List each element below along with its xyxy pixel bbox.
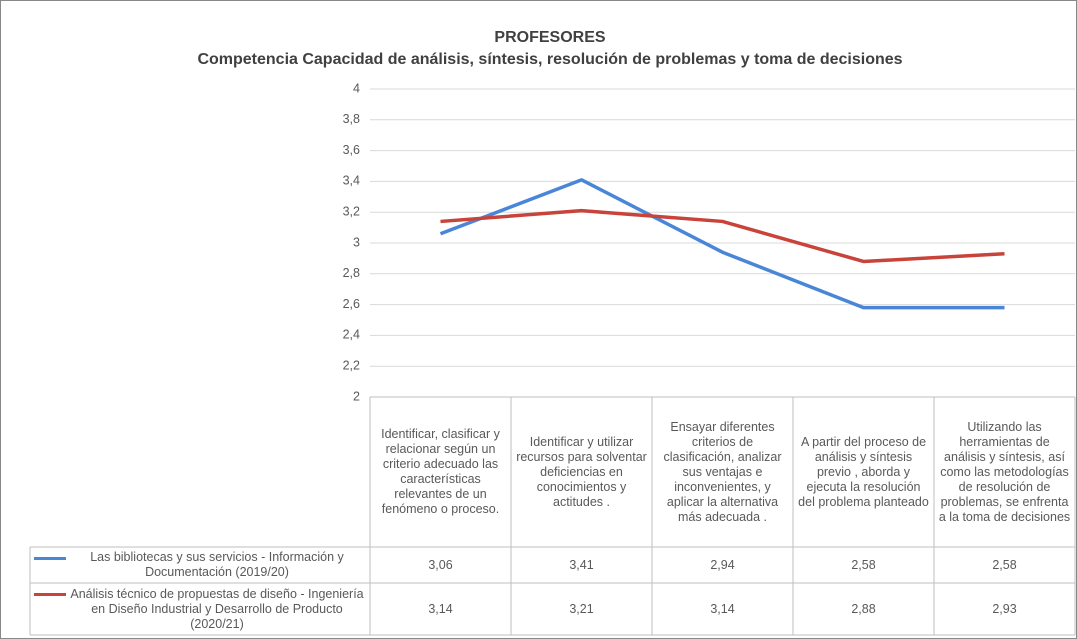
data-label-text: 2,58 [992,557,1017,572]
data-label-text: 3,14 [710,601,735,616]
data-label-text: 2,88 [851,601,876,616]
data-label: 3,14 [652,583,793,635]
series-line [440,208,1005,264]
category-label-text: Ensayar diferentes criterios de clasific… [663,419,782,524]
y-tick-label: 2 [353,389,360,403]
chart-subtitle: Competencia Capacidad de análisis, sínte… [197,51,902,68]
data-label-text: 3,21 [569,601,594,616]
legend-key [34,557,66,560]
y-tick-label: 2,4 [343,328,360,342]
category-label: Ensayar diferentes criterios de clasific… [652,397,793,547]
y-tick-label: 3,6 [343,143,360,157]
data-label-text: 3,41 [569,557,594,572]
legend-entry-text: Las bibliotecas y sus servicios - Inform… [90,550,344,579]
data-label-text: 3,14 [428,601,453,616]
category-label: Identificar y utilizar recursos para sol… [511,397,652,547]
y-tick-label: 3,8 [343,112,360,126]
data-label-text: 2,94 [710,557,735,572]
data-label: 3,41 [511,547,652,583]
data-label: 2,88 [793,583,934,635]
category-label: Utilizando las herramientas de análisis … [934,397,1075,547]
legend-entry: Las bibliotecas y sus servicios - Inform… [30,547,370,583]
data-label: 3,06 [370,547,511,583]
data-label-text: 2,58 [851,557,876,572]
legend-key [34,593,66,596]
category-label-text: A partir del proceso de análisis y sínte… [798,434,929,509]
data-label: 2,94 [652,547,793,583]
data-label: 2,58 [793,547,934,583]
legend-entry-text: Análisis técnico de propuestas de diseño… [70,586,364,631]
legend-entry: Análisis técnico de propuestas de diseño… [30,583,370,635]
series-line [439,178,1005,310]
data-label: 3,21 [511,583,652,635]
data-label: 3,14 [370,583,511,635]
chart-title: PROFESORES [494,29,605,46]
data-label-text: 2,93 [992,601,1017,616]
data-label-text: 3,06 [428,557,453,572]
y-tick-label: 3,4 [343,174,360,188]
y-tick-label: 2,2 [343,358,360,372]
y-tick-label: 3 [353,235,360,249]
y-tick-label: 2,6 [343,297,360,311]
y-tick-label: 4 [353,81,360,95]
category-label: Identificar, clasificar y relacionar seg… [370,397,511,547]
category-label: A partir del proceso de análisis y sínte… [793,397,934,547]
y-tick-label: 3,2 [343,204,360,218]
y-tick-label: 2,8 [343,266,360,280]
data-label: 2,58 [934,547,1075,583]
category-label-text: Identificar y utilizar recursos para sol… [516,434,647,509]
data-label: 2,93 [934,583,1075,635]
category-label-text: Identificar, clasificar y relacionar seg… [381,427,500,516]
category-label-text: Utilizando las herramientas de análisis … [938,419,1071,524]
